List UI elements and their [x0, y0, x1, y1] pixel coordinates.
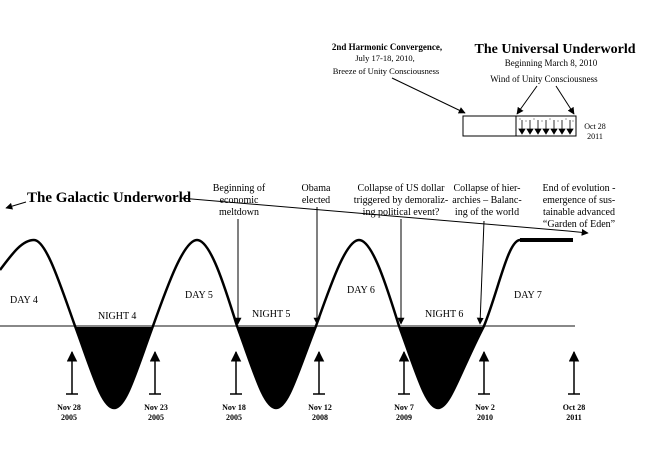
harmonic-breeze: Breeze of Unity Consciousness: [333, 66, 439, 76]
svg-text:End of evolution -: End of evolution -: [542, 183, 615, 194]
universal-title: The Universal Underworld: [475, 42, 636, 57]
harmonic-title: 2nd Harmonic Convergence,: [332, 42, 442, 52]
svg-text:Beginning of: Beginning of: [213, 183, 266, 194]
svg-text:archies – Balanc-: archies – Balanc-: [452, 195, 521, 206]
label-day-6: DAY 6: [347, 285, 375, 296]
galactic-title: The Galactic Underworld: [27, 190, 192, 206]
night-4-fill: [75, 326, 153, 408]
universal-box-dots: [519, 118, 574, 122]
date-label-7b: 2011: [566, 413, 582, 422]
svg-text:meltdown: meltdown: [219, 207, 259, 218]
galactic-right-arrow: [567, 228, 589, 236]
universal-end-date-1: Oct 28: [584, 122, 606, 131]
harmonic-dates: July 17-18, 2010,: [355, 53, 415, 63]
date-label-5a: Nov 7: [394, 403, 414, 412]
galactic-wave: [0, 238, 573, 410]
svg-text:Collapse of hier-: Collapse of hier-: [453, 183, 520, 194]
date-label-7a: Oct 28: [563, 403, 585, 412]
svg-text:Collapse of US dollar: Collapse of US dollar: [358, 183, 446, 194]
label-day-7: DAY 7: [514, 290, 542, 301]
svg-text:elected: elected: [302, 195, 330, 206]
label-night-6: NIGHT 6: [425, 309, 463, 320]
date-label-2b: 2005: [148, 413, 164, 422]
night-5-fill: [237, 326, 316, 408]
universal-mini-arrows: [518, 120, 574, 135]
date-arrows: [66, 350, 580, 394]
date-label-1a: Nov 28: [57, 403, 81, 412]
date-label-1b: 2005: [61, 413, 77, 422]
event-end-evolution: End of evolution - emergence of sus- tai…: [542, 183, 615, 230]
event-collapse-hierarchies-arrow: [476, 220, 485, 325]
date-label-4a: Nov 12: [308, 403, 332, 412]
date-label-6b: 2010: [477, 413, 493, 422]
night-6-fill: [399, 326, 484, 408]
night-4-overlay-number: 270: [105, 336, 123, 350]
svg-text:triggered by demoraliz-: triggered by demoraliz-: [354, 195, 448, 206]
event-collapse-dollar: Collapse of US dollar triggered by demor…: [354, 183, 448, 218]
wind-arrow-left: [516, 85, 538, 115]
date-label-2a: Nov 23: [144, 403, 168, 412]
svg-text:Obama: Obama: [302, 183, 331, 194]
event-obama: Obama elected: [302, 183, 331, 206]
svg-text:ing of the world: ing of the world: [455, 207, 519, 218]
date-label-5b: 2009: [396, 413, 412, 422]
event-collapse-hierarchies: Collapse of hier- archies – Balanc- ing …: [452, 183, 521, 218]
universal-end-date-2: 2011: [587, 132, 603, 141]
galactic-left-arrow: [5, 201, 27, 210]
universal-wind: Wind of Unity Consciousness: [490, 74, 598, 84]
event-meltdown: Beginning of economic meltdown: [213, 183, 266, 218]
harmonic-arrow: [391, 77, 466, 114]
svg-text:economic: economic: [220, 195, 259, 206]
label-night-4: NIGHT 4: [98, 311, 136, 322]
label-day-4: DAY 4: [10, 295, 38, 306]
date-label-3b: 2005: [226, 413, 242, 422]
svg-text:“Garden of Eden”: “Garden of Eden”: [543, 219, 615, 230]
date-labels: Nov 28 2005 Nov 23 2005 Nov 18 2005 Nov …: [57, 403, 585, 422]
label-night-5: NIGHT 5: [252, 309, 290, 320]
label-day-5: DAY 5: [185, 290, 213, 301]
svg-text:tainable advanced: tainable advanced: [543, 207, 615, 218]
date-label-4b: 2008: [312, 413, 328, 422]
galactic-timeline-line: [179, 197, 569, 232]
date-label-6a: Nov 2: [475, 403, 495, 412]
universal-beginning: Beginning March 8, 2010: [505, 58, 598, 68]
svg-text:emergence of sus-: emergence of sus-: [543, 195, 616, 206]
wind-arrow-right: [555, 85, 575, 115]
svg-text:ing political event?: ing political event?: [363, 207, 440, 218]
date-label-3a: Nov 18: [222, 403, 246, 412]
